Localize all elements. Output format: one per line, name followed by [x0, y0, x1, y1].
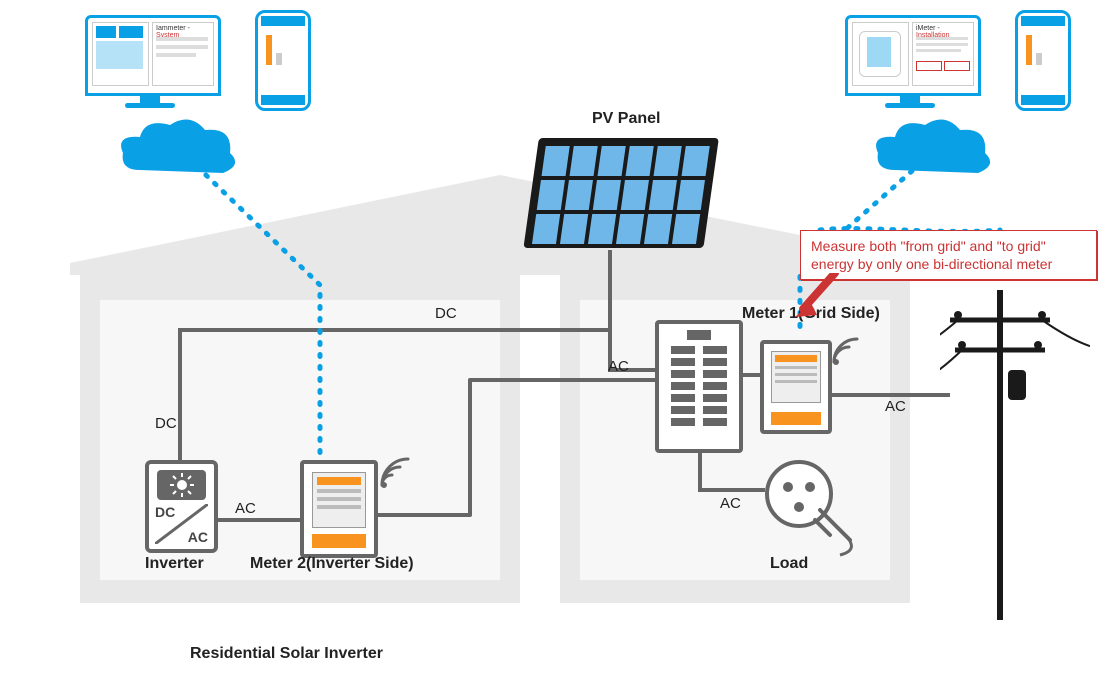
- inverter: DC AC: [145, 460, 218, 553]
- ac-label-1: AC: [235, 500, 256, 517]
- dc-label-2: DC: [435, 305, 457, 322]
- meter-2: [300, 460, 378, 558]
- meter-1: [760, 340, 832, 434]
- phone-left: [255, 10, 311, 111]
- sun-icon: [170, 473, 194, 497]
- monitor-left: Iammeter - System: [85, 15, 221, 96]
- inverter-dc-text: DC: [155, 504, 175, 520]
- wifi-icon: [378, 455, 414, 491]
- breaker-panel: [655, 320, 743, 453]
- callout-line-2: energy by only one bi-directional meter: [811, 255, 1086, 273]
- ac-label-4: AC: [885, 398, 906, 415]
- monitor-stand: [140, 93, 160, 103]
- utility-pole: [940, 290, 1090, 640]
- ac-label-3: AC: [720, 495, 741, 512]
- callout-line-1: Measure both "from grid" and "to grid": [811, 237, 1086, 255]
- monitor-stand: [900, 93, 920, 103]
- monitor-base: [125, 103, 175, 108]
- pv-panel-label: PV Panel: [592, 110, 660, 128]
- load-label: Load: [770, 555, 808, 573]
- wifi-icon: [830, 335, 862, 367]
- dc-label-1: DC: [155, 415, 177, 432]
- cloud-icon: [870, 115, 1000, 195]
- plug-icon: [810, 500, 870, 560]
- ac-label-2: AC: [608, 358, 629, 375]
- inverter-ac-text: AC: [188, 529, 208, 545]
- section-caption: Residential Solar Inverter: [190, 645, 383, 663]
- callout-arrow: [795, 273, 845, 323]
- monitor-base: [885, 103, 935, 108]
- phone-right: [1015, 10, 1071, 111]
- monitor-right: iMeter - Installation: [845, 15, 981, 96]
- pv-panel: [510, 130, 730, 270]
- meter-2-label: Meter 2(Inverter Side): [250, 555, 414, 573]
- inverter-label: Inverter: [145, 555, 204, 573]
- cloud-icon: [115, 115, 245, 195]
